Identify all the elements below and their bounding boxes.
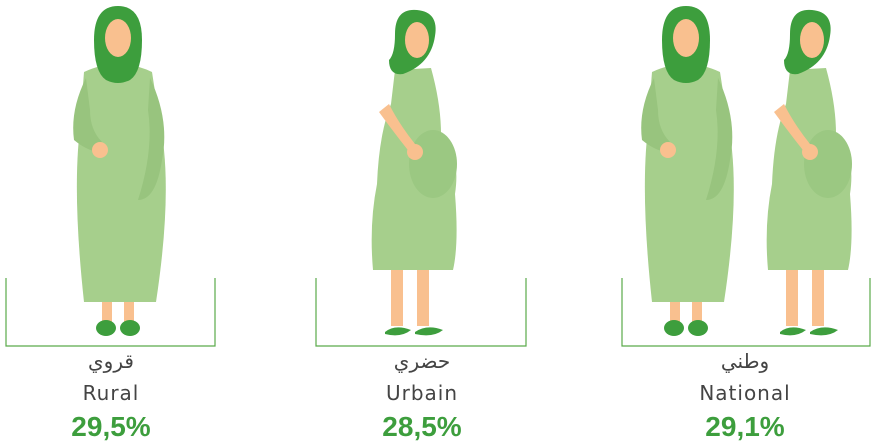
infographic: قروي Rural 29,5% حضري Urbain 28,5% وطني … bbox=[0, 0, 872, 443]
value: 28,5% bbox=[382, 411, 461, 442]
label-fr: Urbain bbox=[386, 381, 458, 405]
value: 29,5% bbox=[71, 411, 150, 442]
label-fr: Rural bbox=[83, 381, 140, 405]
woman-figure bbox=[372, 10, 457, 335]
label-ar: وطني bbox=[721, 349, 769, 374]
label-fr: National bbox=[699, 381, 790, 405]
woman-figure bbox=[767, 10, 852, 335]
woman-figure bbox=[641, 6, 734, 336]
label-ar: قروي bbox=[88, 349, 134, 374]
woman-figure bbox=[73, 6, 166, 336]
label-ar: حضري bbox=[394, 349, 450, 374]
value: 29,1% bbox=[705, 411, 784, 442]
